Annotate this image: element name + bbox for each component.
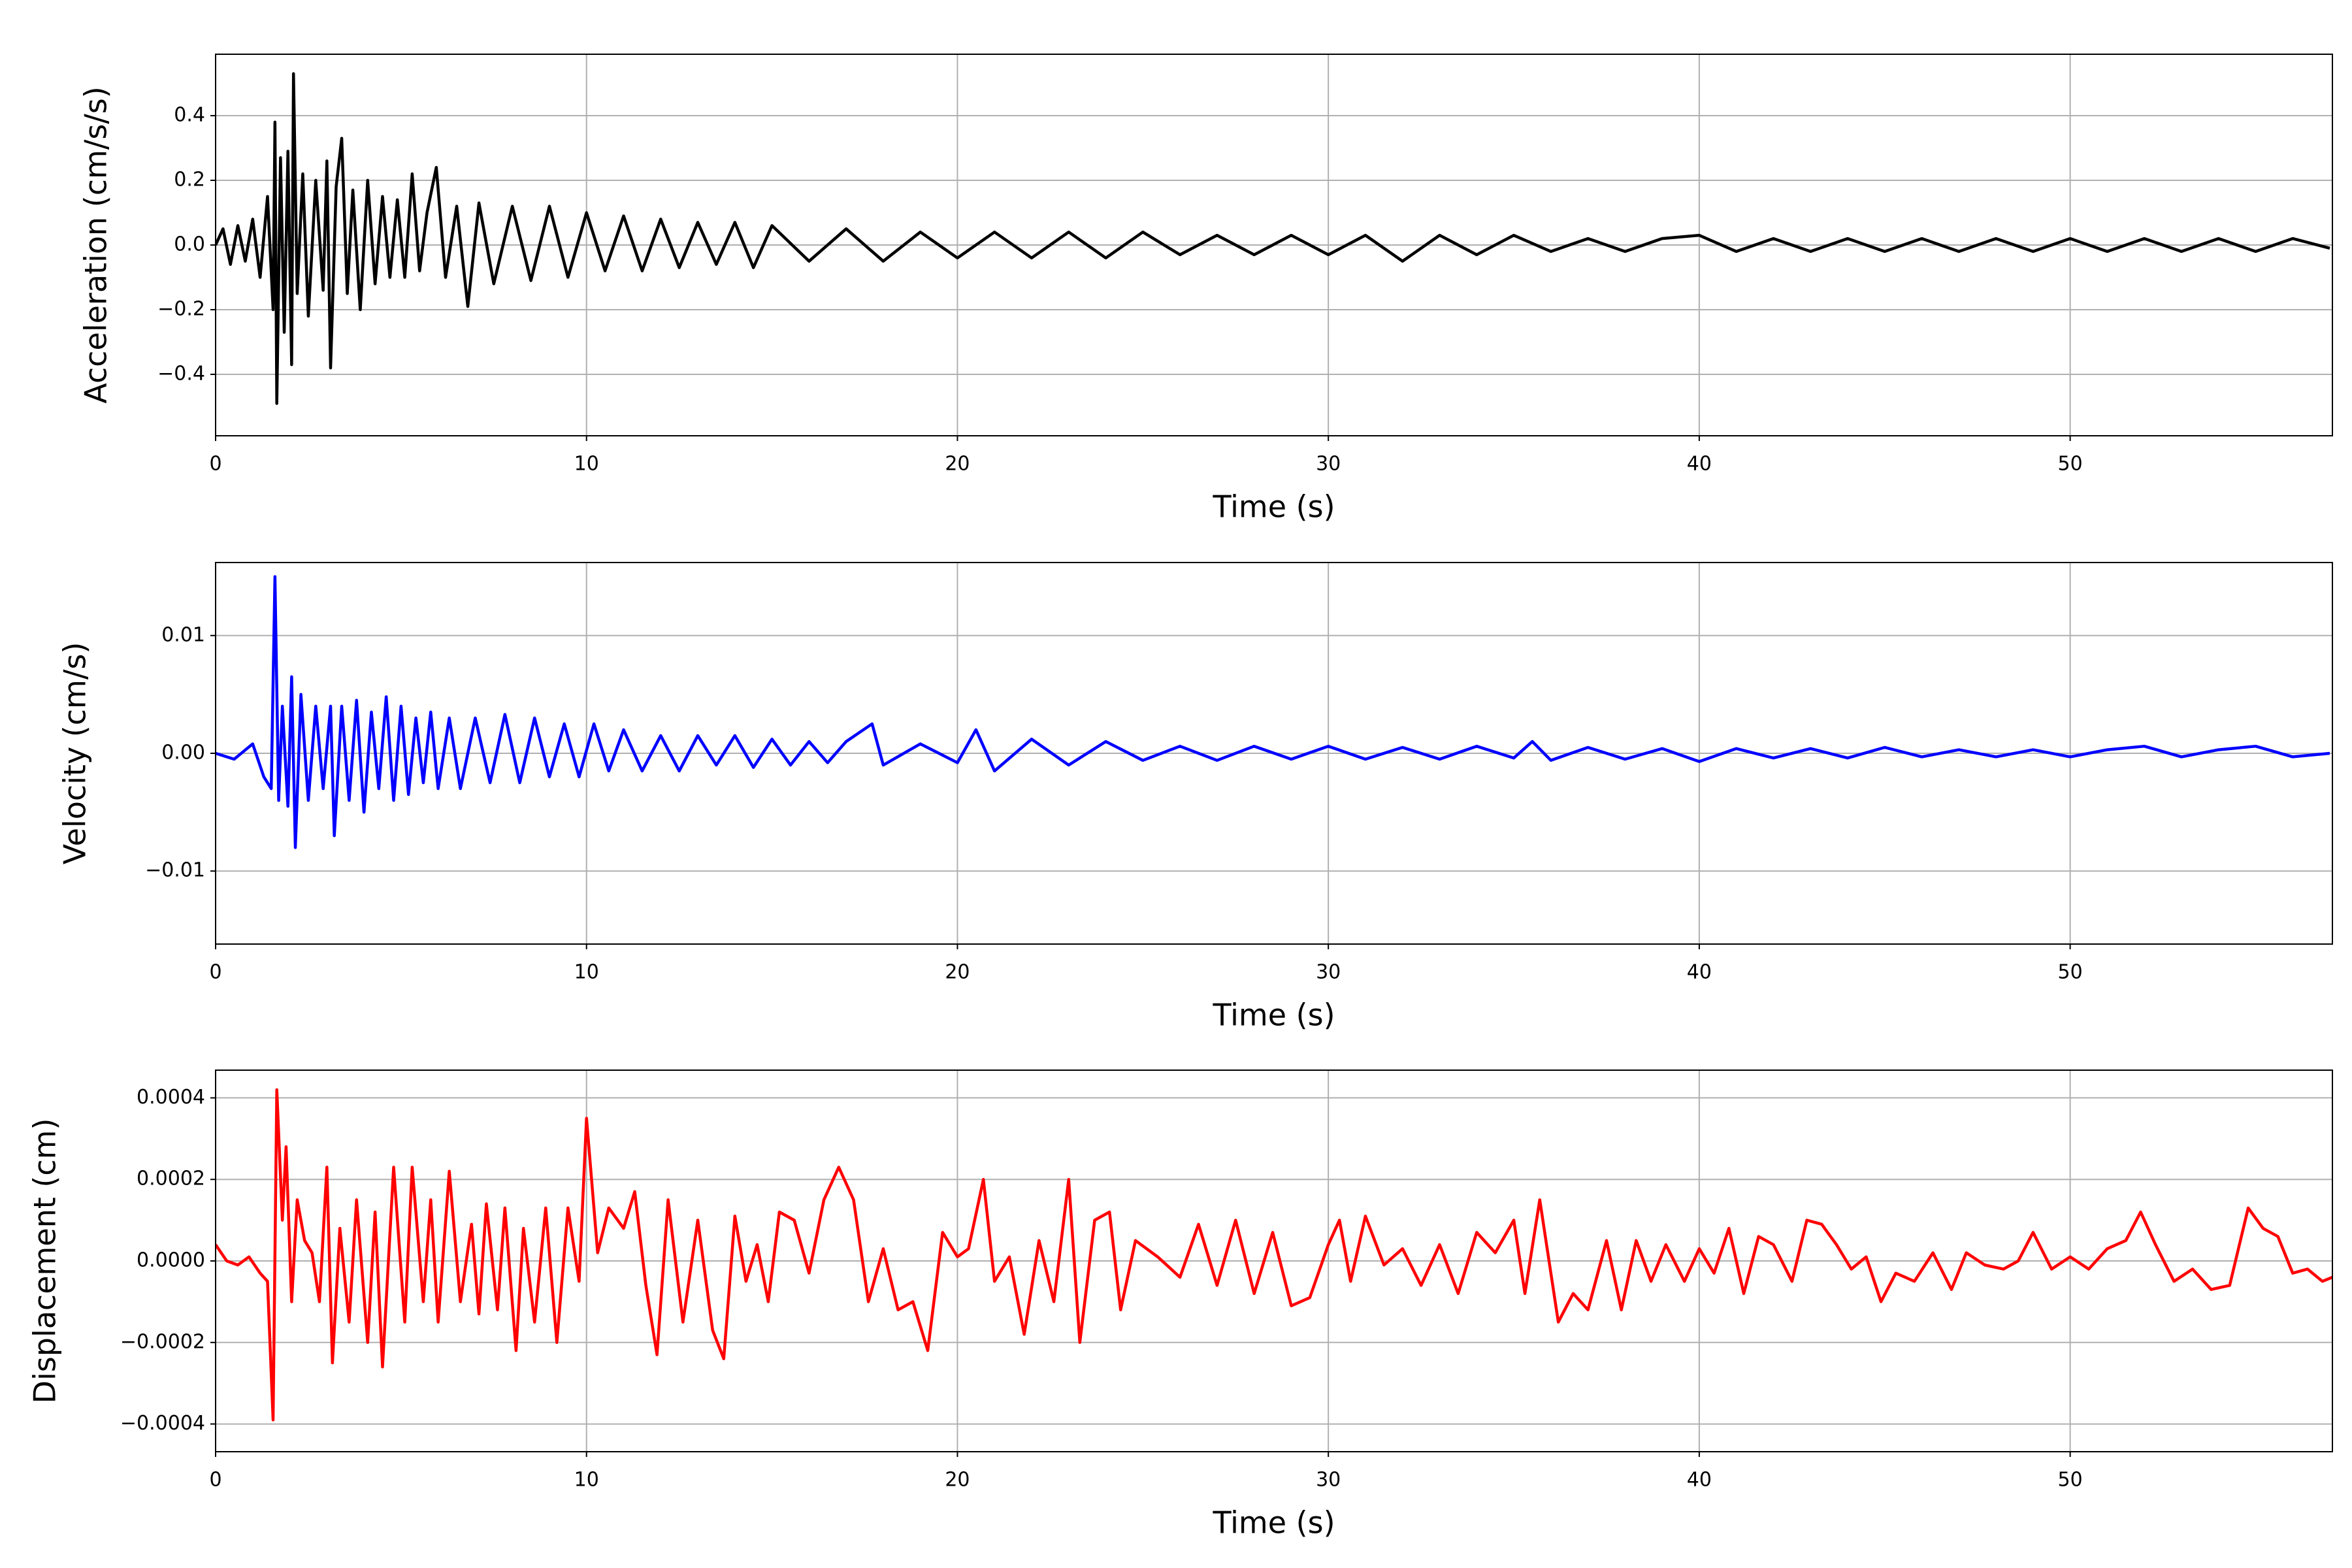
- x-tick-label: 20: [945, 1469, 970, 1492]
- x-tick-label: 30: [1316, 453, 1341, 476]
- y-tick-label: −0.2: [157, 297, 205, 320]
- x-axis-label: Time (s): [1212, 998, 1335, 1033]
- y-axis-label: Acceleration (cm/s/s): [78, 86, 114, 403]
- data-line: [216, 72, 2330, 405]
- x-tick-label: 50: [2058, 1469, 2083, 1492]
- x-tick-label: 20: [945, 961, 970, 984]
- axes-frame: [215, 54, 2333, 436]
- y-tick-label: −0.0002: [120, 1330, 205, 1353]
- data-line: [216, 575, 2330, 849]
- x-tick-label: 0: [209, 961, 221, 984]
- x-axis-label: Time (s): [1212, 1505, 1335, 1541]
- y-tick-label: 0.0004: [137, 1086, 205, 1109]
- x-tick-label: 40: [1687, 1469, 1712, 1492]
- x-tick-label: 30: [1316, 961, 1341, 984]
- y-tick-label: 0.0000: [137, 1249, 205, 1272]
- x-tick-label: 50: [2058, 961, 2083, 984]
- y-axis-label: Velocity (cm/s): [57, 642, 93, 865]
- y-tick-label: 0.01: [161, 623, 205, 646]
- y-axis-label: Displacement (cm): [27, 1119, 63, 1404]
- y-tick-label: −0.0004: [120, 1412, 205, 1435]
- x-tick-label: 20: [945, 453, 970, 476]
- y-tick-label: 0.4: [174, 104, 205, 127]
- axes-frame: [215, 1070, 2333, 1452]
- axes-frame: [215, 562, 2333, 945]
- x-tick-label: 40: [1687, 453, 1712, 476]
- x-tick-label: 10: [574, 1469, 599, 1492]
- x-tick-label: 0: [209, 453, 221, 476]
- x-tick-label: 10: [574, 961, 599, 984]
- x-tick-label: 40: [1687, 961, 1712, 984]
- x-tick-label: 30: [1316, 1469, 1341, 1492]
- x-tick-label: 10: [574, 453, 599, 476]
- y-tick-label: −0.01: [145, 859, 205, 882]
- y-tick-label: 0.2: [174, 169, 205, 191]
- data-line: [216, 1088, 2332, 1422]
- y-tick-label: 0.0: [174, 233, 205, 256]
- x-tick-label: 50: [2058, 453, 2083, 476]
- x-axis-label: Time (s): [1212, 489, 1335, 525]
- x-tick-label: 0: [209, 1469, 221, 1492]
- y-tick-label: 0.0002: [137, 1168, 205, 1190]
- y-tick-label: 0.00: [161, 742, 205, 764]
- y-tick-label: −0.4: [157, 362, 205, 385]
